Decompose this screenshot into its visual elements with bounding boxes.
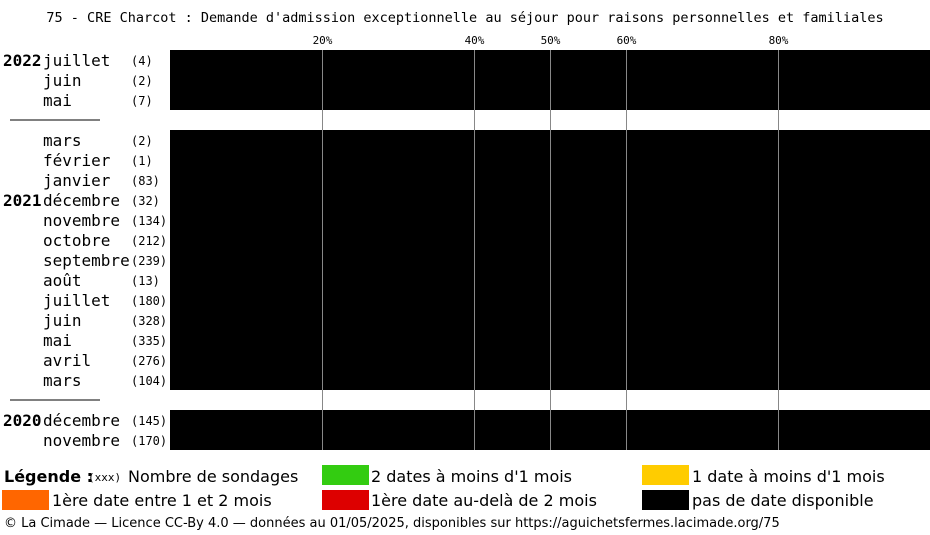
month-label-7: novembre (43, 211, 120, 230)
legend-count-label: Nombre de sondages (128, 467, 299, 486)
count-label-11: (180) (131, 294, 167, 308)
legend-swatch-entre-1-et-2-mois (2, 490, 49, 510)
x-tick-label-40: 40% (465, 34, 485, 47)
count-label-16: (145) (131, 414, 167, 428)
year-label-0: 2022 (3, 51, 42, 70)
count-label-7: (134) (131, 214, 167, 228)
month-label-2: mai (43, 91, 72, 110)
x-tick-label-50: 50% (541, 34, 561, 47)
legend-swatch-pas-de-date (642, 490, 689, 510)
year-label-16: 2020 (3, 411, 42, 430)
month-label-13: mai (43, 331, 72, 350)
month-label-11: juillet (43, 291, 110, 310)
legend-label-au-dela-2-mois: 1ère date au-delà de 2 mois (371, 491, 597, 510)
legend-swatch-au-dela-2-mois (322, 490, 369, 510)
month-label-16: décembre (43, 411, 120, 430)
month-label-5: janvier (43, 171, 111, 190)
count-label-4: (1) (131, 154, 153, 168)
count-label-15: (104) (131, 374, 167, 388)
count-label-2: (7) (131, 94, 153, 108)
x-tick-label-60: 60% (617, 34, 637, 47)
month-label-3: mars (43, 131, 82, 150)
count-label-1: (2) (131, 74, 153, 88)
month-label-6: décembre (43, 191, 120, 210)
month-label-10: août (43, 271, 82, 290)
month-label-0: juillet (43, 51, 110, 70)
x-tick-label-80: 80% (769, 34, 789, 47)
x-tick-label-20: 20% (313, 34, 333, 47)
legend-swatch-deux-dates (322, 465, 369, 485)
legend-label-entre-1-et-2-mois: 1ère date entre 1 et 2 mois (52, 491, 272, 510)
count-label-10: (13) (131, 274, 160, 288)
month-label-15: mars (43, 371, 82, 390)
count-label-13: (335) (131, 334, 167, 348)
legend-swatch-une-date (642, 465, 689, 485)
count-label-6: (32) (131, 194, 160, 208)
legend-label-pas-de-date: pas de date disponible (692, 491, 874, 510)
month-label-17: novembre (43, 431, 120, 450)
count-label-5: (83) (131, 174, 160, 188)
count-label-8: (212) (131, 234, 167, 248)
count-label-3: (2) (131, 134, 153, 148)
count-label-12: (328) (131, 314, 167, 328)
legend-label-une-date: 1 date à moins d'1 mois (692, 467, 885, 486)
legend-label-deux-dates: 2 dates à moins d'1 mois (371, 467, 573, 486)
month-label-14: avril (43, 351, 91, 370)
bar-chart: 2022 juillet (4)juin (2)mai (7)mars (2)févrie… (3, 34, 930, 450)
month-label-1: juin (43, 71, 82, 90)
month-label-12: juin (43, 311, 82, 330)
chart-title: 75 - CRE Charcot : Demande d'admission e… (46, 10, 884, 26)
month-label-9: septembre (43, 251, 130, 270)
count-label-17: (170) (131, 434, 167, 448)
legend-title: Légende : (4, 467, 94, 486)
count-label-9: (239) (131, 254, 167, 268)
legend-count-marker: (xxx) (88, 471, 122, 484)
year-label-6: 2021 (3, 191, 42, 210)
month-label-4: février (43, 151, 111, 170)
footer-credits: © La Cimade — Licence CC-By 4.0 — donnée… (4, 516, 780, 531)
month-label-8: octobre (43, 231, 110, 250)
count-label-0: (4) (131, 54, 153, 68)
count-label-14: (276) (131, 354, 167, 368)
